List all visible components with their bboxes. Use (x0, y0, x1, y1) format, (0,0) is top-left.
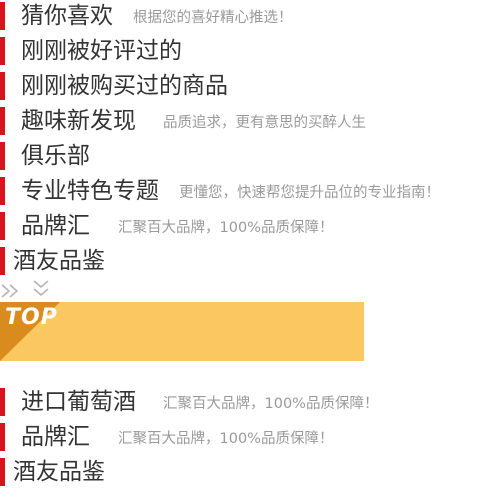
section-title: 进口葡萄酒 (21, 389, 136, 415)
section-title: 俱乐部 (21, 143, 90, 169)
section-header-recently-reviewed[interactable]: 刚刚被好评过的 (0, 36, 490, 66)
section-header-fun-discovery[interactable]: 趣味新发现 品质追求，更有意思的买醉人生 (0, 106, 490, 136)
section-title: 品牌汇 (21, 213, 90, 239)
section-title: 趣味新发现 (21, 108, 136, 134)
section-header-recently-purchased[interactable]: 刚刚被购买过的商品 (0, 71, 490, 101)
section-accent-bar (0, 142, 5, 170)
section-title: 品牌汇 (21, 424, 90, 450)
section-title: 猜你喜欢 (21, 3, 113, 29)
section-header-imported-wine[interactable]: 进口葡萄酒 汇聚百大品牌，100%品质保障！ (0, 387, 490, 417)
section-accent-bar (0, 107, 5, 135)
section-accent-bar (0, 72, 5, 100)
banner-corner-shape (0, 302, 60, 361)
section-accent-bar (0, 2, 5, 30)
section-subtitle: 汇聚百大品牌，100%品质保障！ (118, 431, 334, 447)
section-header-special-topics[interactable]: 专业特色专题 更懂您，快速帮您提升品位的专业指南！ (0, 176, 490, 206)
section-header-wine-review-2[interactable]: 酒友品鉴 (0, 457, 490, 487)
section-header-brand-hub[interactable]: 品牌汇 汇聚百大品牌，100%品质保障！ (0, 211, 490, 241)
section-accent-bar (0, 212, 5, 240)
section-header-guess-you-like[interactable]: 猜你喜欢 根据您的喜好精心推选！ (0, 1, 490, 31)
section-subtitle: 更懂您，快速帮您提升品位的专业指南！ (179, 185, 440, 201)
section-accent-bar (0, 247, 5, 275)
section-accent-bar (0, 177, 5, 205)
top-label: TOP (5, 305, 58, 330)
section-subtitle: 汇聚百大品牌，100%品质保障！ (163, 396, 379, 412)
section-header-club[interactable]: 俱乐部 (0, 141, 490, 171)
section-title: 刚刚被好评过的 (21, 38, 182, 64)
section-accent-bar (0, 458, 5, 486)
top-banner[interactable] (0, 302, 364, 361)
section-subtitle: 品质追求，更有意思的买醉人生 (163, 115, 366, 131)
section-title: 酒友品鉴 (13, 459, 105, 485)
double-chevron-down-icon[interactable] (31, 279, 51, 299)
section-subtitle: 根据您的喜好精心推选！ (133, 10, 293, 26)
double-chevron-right-icon[interactable] (0, 282, 22, 300)
section-accent-bar (0, 423, 5, 451)
section-header-brand-hub-2[interactable]: 品牌汇 汇聚百大品牌，100%品质保障！ (0, 422, 490, 452)
section-title: 专业特色专题 (21, 178, 159, 204)
section-accent-bar (0, 388, 5, 416)
section-accent-bar (0, 37, 5, 65)
section-subtitle: 汇聚百大品牌，100%品质保障！ (118, 220, 334, 236)
section-title: 刚刚被购买过的商品 (21, 73, 228, 99)
section-header-wine-review[interactable]: 酒友品鉴 (0, 246, 490, 276)
section-title: 酒友品鉴 (13, 248, 105, 274)
